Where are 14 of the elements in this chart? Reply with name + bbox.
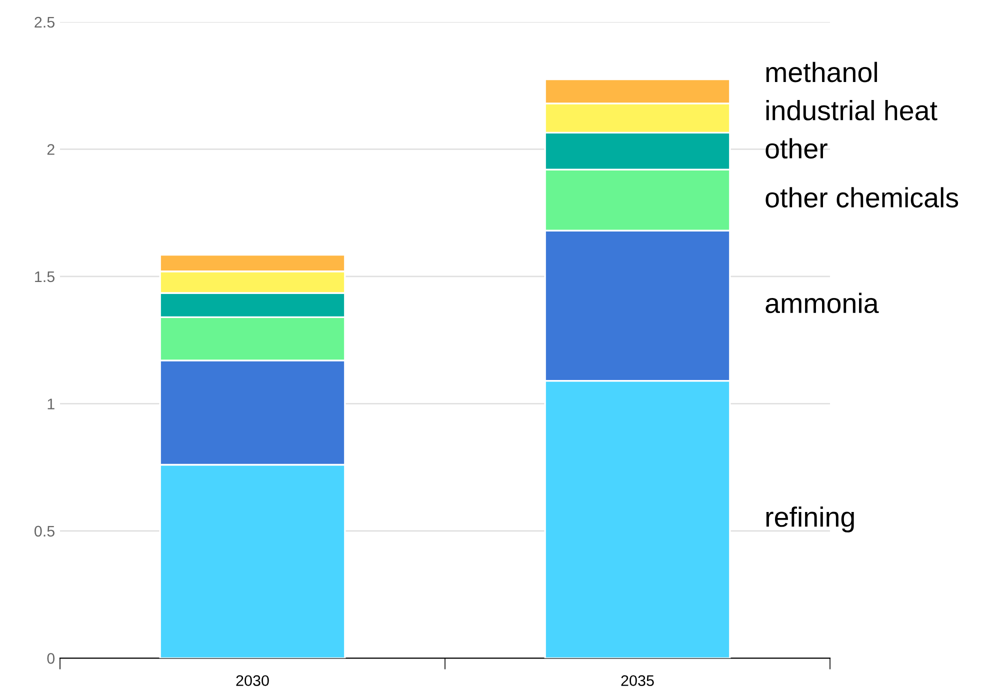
y-tick-label: 0.5 [34,526,54,537]
series-label: refining [766,506,854,532]
y-tick-label: 1.5 [35,271,54,282]
series-label: methanol [766,62,877,82]
y-tick-label: 0 [47,653,55,664]
series-label: ammonia [766,292,879,314]
series-label: other [766,138,828,159]
x-tick-label: 2030 [236,675,269,686]
series-label: other chemicals [766,187,958,208]
y-tick-label: 2.5 [34,16,54,28]
y-tick-label: 2 [47,144,54,155]
series-label: industrial heat [766,100,938,120]
y-tick-label: 1 [48,398,54,410]
x-tick-label: 2035 [621,675,654,686]
